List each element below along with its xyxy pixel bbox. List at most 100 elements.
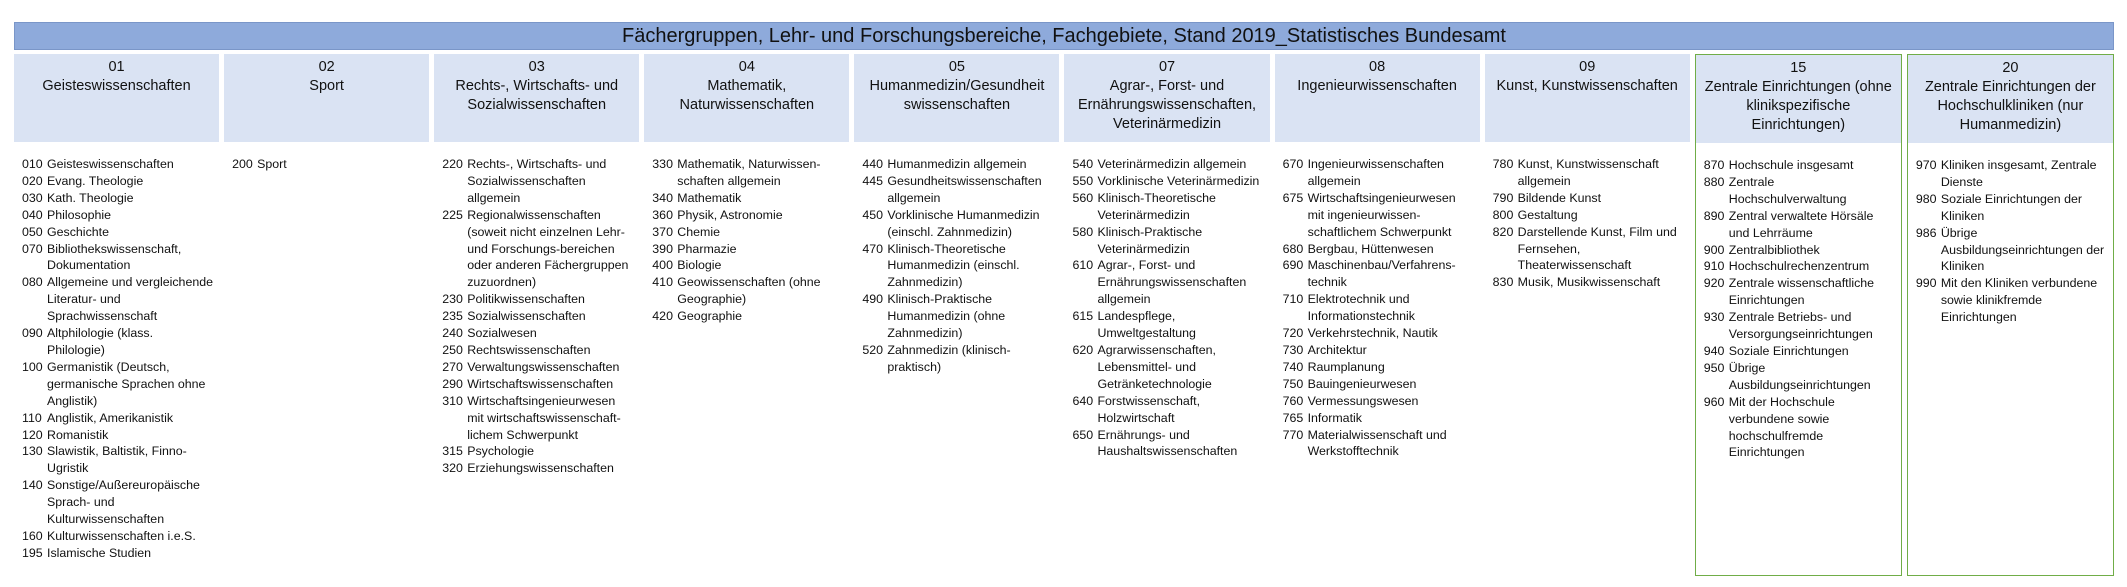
list-item: 940 Soziale Einrichtungen	[1704, 343, 1895, 360]
field-label: Kunst, Kunstwissenschaft allgemein	[1517, 157, 1659, 188]
field-code: 680	[1282, 241, 1304, 256]
list-item: 675 Wirtschaftsingenieurwesen mit ingenie…	[1283, 190, 1474, 241]
field-label: Bauingenieurwesen	[1307, 376, 1417, 391]
field-code: 220	[442, 157, 463, 171]
subject-group-code: 04	[738, 59, 755, 75]
field-label: Hochschulrechenzentrum	[1728, 259, 1870, 274]
field-code: 920	[1703, 276, 1725, 291]
list-item: 160 Kulturwissenschaften i.e.S.	[22, 528, 213, 545]
field-code: 730	[1282, 342, 1304, 357]
field-label: Maschinenbau/Verfahrens-technik	[1307, 258, 1456, 290]
list-item: 410 Geowissenschaften (ohne Geographie)	[652, 274, 843, 308]
list-item: 320 Erziehungswissenschaften	[442, 460, 633, 477]
list-item: 680 Bergbau, Hüttenwesen	[1283, 241, 1474, 258]
subject-group-code: 02	[318, 59, 335, 75]
subject-group-header: 02 Sport	[224, 54, 430, 142]
field-code: 030	[22, 190, 43, 205]
field-code: 225	[442, 207, 463, 222]
field-code: 110	[22, 410, 42, 425]
field-code: 540	[1072, 157, 1094, 171]
field-label: Sonstige/Außereuropäische Sprach- und Ku…	[47, 478, 200, 527]
field-code: 890	[1703, 208, 1725, 223]
list-item: 750 Bauingenieurwesen	[1283, 376, 1474, 393]
field-code: 550	[1072, 173, 1094, 188]
field-code: 315	[442, 444, 463, 459]
field-label: Geowissenschaften (ohne Geographie)	[677, 275, 821, 307]
subject-group-header: 15 Zentrale Einrichtungen (ohne klinikspe…	[1695, 55, 1901, 143]
field-label: Agrar-, Forst- und Ernährungswissenschaf…	[1097, 258, 1247, 307]
field-label: Zentralbibliothek	[1728, 242, 1820, 257]
subject-group-code: 07	[1158, 59, 1176, 75]
subject-group-header: 05 Humanmedizin/Gesundheit swissenschafte…	[854, 54, 1060, 142]
list-item: 610 Agrar-, Forst- und Ernährungswissensc…	[1072, 257, 1263, 308]
field-code: 330	[652, 157, 673, 171]
list-item: 240 Sozialwesen	[442, 325, 633, 342]
list-item: 030 Kath. Theologie	[22, 190, 213, 207]
field-code: 710	[1282, 292, 1304, 307]
list-item: 390 Pharmazie	[652, 241, 843, 258]
list-item: 420 Geographie	[652, 308, 843, 325]
field-label: Klinisch-Theoretische Veterinärmedizin	[1097, 190, 1216, 222]
list-item: 920 Zentrale wissenschaftliche Einrichtun…	[1704, 275, 1895, 309]
subject-groups-table: 01 Geisteswissenschaften 010 Geisteswissens…	[14, 54, 2114, 576]
field-code: 765	[1282, 410, 1304, 425]
field-code: 020	[22, 173, 43, 188]
field-code: 390	[652, 241, 673, 256]
field-code: 910	[1703, 259, 1725, 274]
field-list: 330 Mathematik, Naturwissen-schaften allg…	[644, 142, 849, 325]
subject-group-column: 08 Ingenieurwissenschaften 670 Ingenieurwis…	[1274, 54, 1480, 576]
field-code: 410	[652, 275, 673, 290]
subject-group-name: Rechts-, Wirtschafts- und Sozialwissensc…	[455, 78, 619, 113]
list-item: 050 Geschichte	[22, 224, 213, 241]
list-item: 730 Architektur	[1283, 342, 1474, 359]
field-label: Geisteswissenschaften	[47, 157, 174, 171]
field-list: 780 Kunst, Kunstwissenschaft allgemein 790…	[1485, 142, 1690, 291]
list-item: 120 Romanistik	[22, 427, 213, 444]
field-label: Elektrotechnik und Informationstechnik	[1307, 292, 1416, 324]
field-label: Evang. Theologie	[47, 173, 144, 188]
list-item: 870 Hochschule insgesamt	[1704, 157, 1895, 174]
list-item: 440 Humanmedizin allgemein	[862, 156, 1053, 173]
field-code: 770	[1282, 427, 1304, 442]
subject-group-name: Ingenieurwissenschaften	[1297, 78, 1457, 94]
subject-group-code: 20	[2002, 60, 2019, 76]
subject-group-header: 07 Agrar-, Forst- und Ernährungswissensch…	[1064, 54, 1270, 142]
field-list: 440 Humanmedizin allgemein 445 Gesundheitsw…	[854, 142, 1059, 376]
list-item: 900 Zentralbibliothek	[1704, 242, 1895, 259]
field-label: Zentrale Betriebs- und Versorgungseinric…	[1728, 310, 1873, 342]
field-code: 450	[862, 207, 884, 222]
subject-group-column: 02 Sport 200 Sport	[224, 54, 430, 576]
field-code: 270	[442, 359, 463, 374]
subject-group-header: 20 Zentrale Einrichtungen der Hochschulkl…	[1907, 55, 2113, 143]
list-item: 615 Landespflege, Umweltgestaltung	[1072, 308, 1263, 342]
field-code: 940	[1703, 343, 1725, 358]
field-code: 320	[442, 461, 463, 476]
subject-group-column: 20 Zentrale Einrichtungen der Hochschulkl…	[1906, 54, 2114, 576]
field-label: Allgemeine und vergleichende Literatur- …	[47, 275, 214, 324]
list-item: 100 Germanistik (Deutsch, germanische Spr…	[22, 359, 213, 410]
field-label: Philosophie	[47, 207, 112, 222]
field-code: 520	[862, 342, 884, 357]
list-item: 580 Klinisch-Praktische Veterinärmedizin	[1072, 224, 1263, 258]
field-code: 160	[22, 528, 43, 543]
field-label: Informatik	[1307, 410, 1362, 425]
subject-group-name: Kunst, Kunstwissenschaften	[1496, 78, 1678, 94]
field-code: 675	[1282, 190, 1304, 205]
list-item: 830 Musik, Musikwissenschaft	[1493, 274, 1684, 291]
field-label: Chemie	[677, 224, 720, 239]
list-item: 670 Ingenieurwissenschaften allgemein	[1283, 156, 1474, 190]
field-code: 130	[22, 444, 43, 459]
field-label: Zahnmedizin (klinisch-praktisch)	[887, 342, 1011, 374]
field-code: 780	[1492, 157, 1514, 171]
field-code: 140	[22, 478, 43, 493]
field-label: Ernährungs- und Haushaltswissenschaften	[1097, 427, 1238, 459]
field-code: 440	[862, 157, 884, 171]
field-label: Architektur	[1307, 342, 1367, 357]
field-label: Klinisch-Praktische Veterinärmedizin	[1097, 224, 1203, 256]
field-label: Geschichte	[47, 224, 109, 239]
field-label: Klinisch-Theoretische Humanmedizin (eins…	[887, 241, 1020, 290]
list-item: 986 Übrige Ausbildungseinrichtungen der K…	[1916, 225, 2107, 276]
field-label: Mathematik, Naturwissen-schaften allgeme…	[677, 157, 821, 188]
field-code: 610	[1072, 258, 1094, 273]
field-label: Vorklinische Veterinärmedizin	[1097, 173, 1260, 188]
